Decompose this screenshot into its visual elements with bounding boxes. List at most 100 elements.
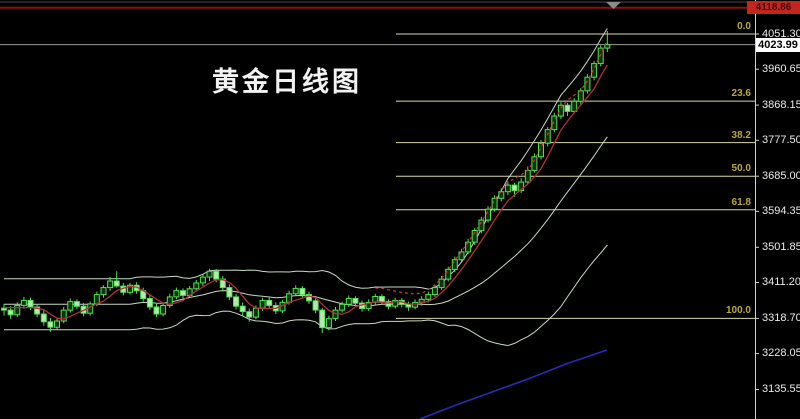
price-axis-label: 3501.85 xyxy=(762,240,800,253)
candle-body xyxy=(332,309,339,320)
candle-body xyxy=(339,303,346,311)
candle-body xyxy=(299,287,306,296)
candle-body xyxy=(584,76,591,92)
price-axis-label: 3868.15 xyxy=(762,98,800,111)
price-axis-label: 3228.05 xyxy=(762,347,800,360)
candle-body xyxy=(451,259,458,270)
price-axis-label: 3685.00 xyxy=(762,169,800,182)
candle-body xyxy=(345,298,352,305)
candle-body xyxy=(54,320,60,328)
candle-body xyxy=(431,287,438,296)
candle-body xyxy=(252,307,259,318)
price-axis-label: 3318.70 xyxy=(762,311,800,324)
candle-body xyxy=(385,301,392,307)
candle-body xyxy=(286,293,293,303)
candle-body xyxy=(518,181,525,191)
candle-body xyxy=(180,290,186,296)
candle-body xyxy=(107,280,114,289)
chart-title: 黄金日线图 xyxy=(212,67,362,97)
candle-body xyxy=(127,284,133,293)
price-axis-label: 3135.55 xyxy=(762,383,800,395)
candle-body xyxy=(40,313,47,323)
candle-body xyxy=(564,104,571,112)
candle-body xyxy=(160,305,167,315)
candle-body xyxy=(113,280,120,287)
candle-body xyxy=(365,301,372,310)
candle-body xyxy=(577,90,584,102)
candle-body xyxy=(60,309,67,322)
candle-body xyxy=(100,287,107,296)
candle-body xyxy=(511,184,518,192)
candle-body xyxy=(504,184,511,193)
candle-body xyxy=(478,219,485,232)
candle-body xyxy=(471,230,478,243)
price-axis-label: 3411.20 xyxy=(762,276,800,288)
price-axis-label: 3594.35 xyxy=(762,204,800,217)
price-axis-label: 3960.65 xyxy=(762,62,800,75)
bollinger-upper-band xyxy=(4,28,608,290)
fast-ma-line xyxy=(4,64,608,320)
candle-body xyxy=(166,296,173,306)
candle-body xyxy=(239,305,246,313)
candle-body xyxy=(14,305,21,316)
candle-body xyxy=(199,276,206,284)
fib-level-label: 0.0 xyxy=(737,21,751,32)
candle-body xyxy=(193,282,200,290)
candle-body xyxy=(405,303,412,308)
candle-body xyxy=(20,299,27,306)
price-axis-label: 3777.50 xyxy=(762,133,800,146)
candle-body xyxy=(259,299,266,309)
fib-level-label: 38.2 xyxy=(731,129,751,141)
fib-level-label: 23.6 xyxy=(731,88,751,100)
candle-body xyxy=(312,300,319,311)
candle-body xyxy=(458,251,465,261)
candle-body xyxy=(325,318,332,329)
candle-body xyxy=(604,44,611,49)
down-arrow-marker xyxy=(606,2,621,9)
candle-body xyxy=(445,268,452,280)
fib-level-label: 100.0 xyxy=(725,305,751,317)
candle-body xyxy=(485,208,491,221)
trend-dotted-line xyxy=(375,39,608,295)
bollinger-lower-band xyxy=(4,244,608,347)
candle-body xyxy=(47,321,54,328)
candle-body xyxy=(226,287,233,298)
candle-body xyxy=(173,290,180,298)
long-ma-line xyxy=(419,349,608,419)
candle-body xyxy=(538,142,544,158)
candle-body xyxy=(544,129,551,144)
alert-price-tag: 4118.86 xyxy=(747,1,800,15)
candle-body xyxy=(378,296,385,302)
candle-body xyxy=(425,294,432,300)
candle-body xyxy=(73,301,80,307)
candle-body xyxy=(7,309,14,316)
candle-body xyxy=(1,307,7,311)
candle-body xyxy=(557,104,564,117)
candle-body xyxy=(392,299,399,307)
candle-body xyxy=(438,278,445,289)
candle-body xyxy=(319,309,326,329)
candle-body xyxy=(233,296,239,307)
candle-body xyxy=(498,191,505,199)
current-price-tag: 4023.99 xyxy=(756,37,800,52)
candle-body xyxy=(531,156,538,171)
fib-level-label: 50.0 xyxy=(731,163,751,175)
candle-body xyxy=(246,311,253,318)
candle-body xyxy=(292,287,299,295)
candle-body xyxy=(27,299,34,308)
fib-level-label: 61.8 xyxy=(731,196,751,208)
candle-body xyxy=(67,301,74,311)
candle-body xyxy=(591,63,598,78)
price-axis-label: 4051.30 xyxy=(762,27,800,40)
candle-body xyxy=(551,115,558,131)
candle-body xyxy=(597,47,604,65)
candle-body xyxy=(571,100,578,112)
candle-body xyxy=(352,298,359,304)
candle-body xyxy=(266,299,273,306)
candle-body xyxy=(146,298,153,308)
candle-body xyxy=(153,306,160,315)
candle-body xyxy=(34,306,41,315)
candle-body xyxy=(213,270,220,280)
